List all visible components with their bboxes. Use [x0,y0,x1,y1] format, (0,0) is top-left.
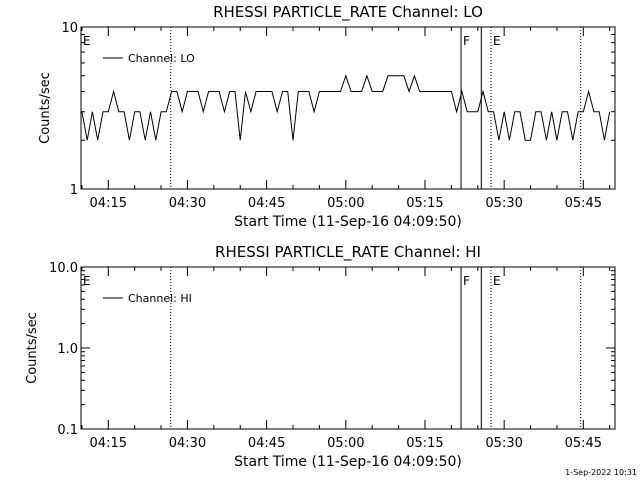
x-tick-label: 05:45 [565,196,602,211]
x-tick-label: 04:15 [90,196,127,211]
annotation-label: E [83,274,91,288]
plot-frame [80,26,616,190]
y-tick-label: 0.1 [57,423,78,438]
panel-hi-channel: RHESSI PARTICLE_RATE Channel: HI 04:15 04… [25,243,616,470]
legend-label: Channel: LO [128,52,195,65]
y-tick-label: 1 [70,183,78,198]
x-tick-label: 05:30 [485,436,522,451]
x-tick-label: 05:00 [327,196,364,211]
chart-title: RHESSI PARTICLE_RATE Channel: HI [215,243,481,262]
annotation-label: E [83,34,91,48]
x-axis-label: Start Time (11-Sep-16 04:09:50) [234,214,462,230]
x-tick-label: 04:15 [90,436,127,451]
footer-date: 1-Sep-2022 10:31 [565,468,637,477]
legend-label: Channel: HI [128,292,192,305]
annotation-label: E [493,274,501,288]
x-tick-label: 04:30 [169,436,206,451]
y-axis-label: Counts/sec [38,72,53,144]
x-tick-label: 05:15 [406,436,443,451]
x-tick-label: 05:45 [565,436,602,451]
x-tick-label: 04:30 [169,196,206,211]
x-axis-label: Start Time (11-Sep-16 04:09:50) [234,454,462,470]
x-tick-label: 04:45 [248,196,285,211]
y-tick-label: 10 [61,21,78,36]
annotation-label: F [463,34,470,48]
axis-ticks: 04:15 04:30 04:45 05:00 05:15 05:30 05:45 0.1 1.… [49,261,615,451]
y-tick-label: 1.0 [57,342,78,357]
chart-title: RHESSI PARTICLE_RATE Channel: LO [213,3,483,22]
panel-lo-channel: RHESSI PARTICLE_RATE Channel: LO 04:15 04… [38,3,616,230]
y-axis-label: Counts/sec [25,312,40,384]
annotation-label: F [463,274,470,288]
x-tick-label: 05:30 [485,196,522,211]
y-tick-label: 10.0 [49,261,78,276]
x-tick-label: 04:45 [248,436,285,451]
axis-ticks: 04:15 04:30 04:45 05:00 05:15 05:30 05:45 1 10 [61,21,615,211]
series-line [81,74,611,141]
series-layer [81,74,611,141]
x-tick-label: 05:00 [327,436,364,451]
annotation-label: E [493,34,501,48]
x-tick-label: 05:15 [406,196,443,211]
